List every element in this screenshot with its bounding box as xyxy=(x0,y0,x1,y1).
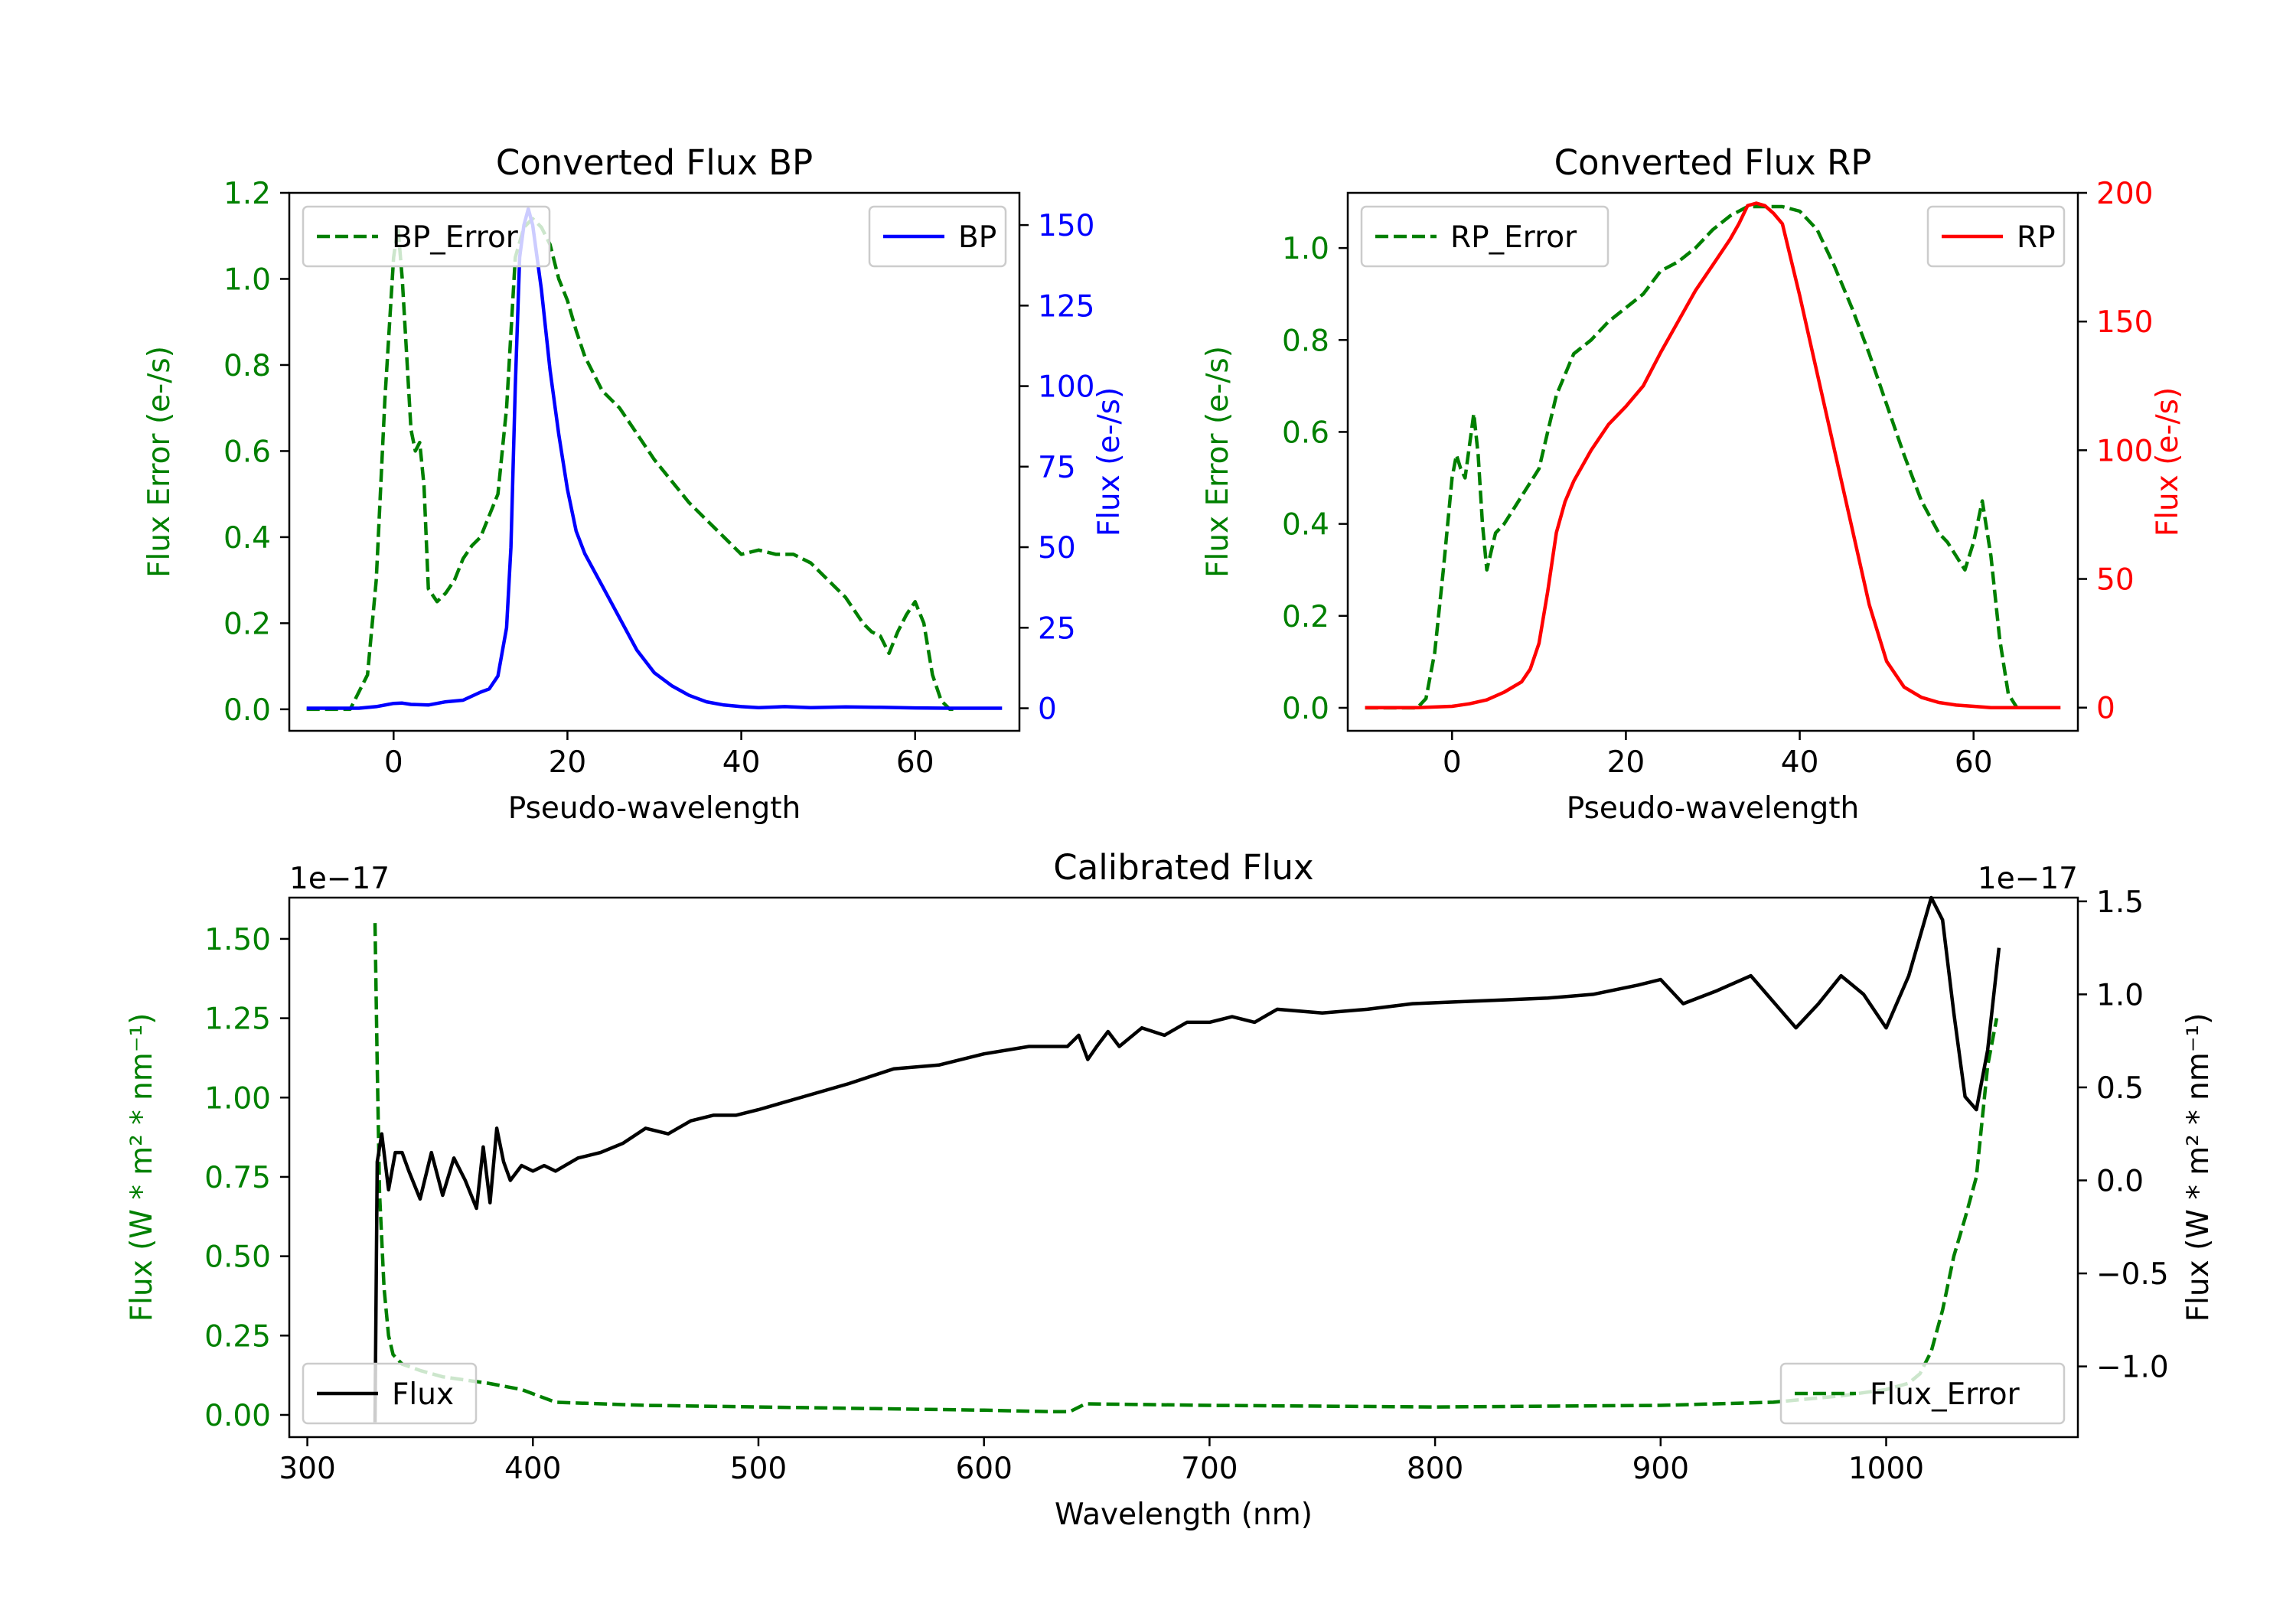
calibrated-x-tick-label: 300 xyxy=(279,1452,335,1486)
calibrated-left-y-tick-label: 1.25 xyxy=(204,1002,271,1037)
calibrated-axes-frame xyxy=(288,896,2079,1439)
bp-left-y-tick-label: 1.2 xyxy=(223,177,271,211)
rp-right-y-tick-label: 150 xyxy=(2096,305,2153,340)
calibrated-x-tick-label: 700 xyxy=(1181,1452,1238,1486)
calibrated-right-offset-label: 1e−17 xyxy=(1978,862,2078,896)
rp-legend-rp-error: RP_Error xyxy=(1360,205,1609,268)
bp-right-y-tick-label: 125 xyxy=(1038,289,1094,324)
calibrated-series-flux-error xyxy=(373,923,1999,1414)
bp-x-tick-label: 60 xyxy=(896,745,934,780)
bp-series-bp-error xyxy=(306,217,959,712)
calibrated-series-flux xyxy=(373,895,2001,1423)
bp-right-y-tick-label: 50 xyxy=(1038,531,1076,566)
calibrated-left-offset-label: 1e−17 xyxy=(289,862,390,896)
bp-left-y-tick-label: 1.0 xyxy=(223,262,271,297)
calibrated-x-tick-label: 400 xyxy=(504,1452,561,1486)
bp-axes-frame xyxy=(288,191,1021,732)
bp-series-bp xyxy=(306,207,1003,710)
rp-series-rp xyxy=(1365,201,2061,709)
rp-x-tick-label: 40 xyxy=(1781,745,1819,780)
bp-legend-bp-error: BP_Error xyxy=(302,205,551,268)
calibrated-left-y-tick-label: 1.50 xyxy=(204,923,271,957)
bp-left-y-tick-label: 0.2 xyxy=(223,607,271,641)
rp-legend-label: RP xyxy=(2017,220,2056,255)
bp-right-y-axis-label: Flux (e-/s) xyxy=(1092,387,1127,536)
rp-left-y-tick-label: 0.2 xyxy=(1282,600,1329,634)
rp-right-y-tick-label: 0 xyxy=(2096,692,2115,726)
calibrated-x-axis-label: Wavelength (nm) xyxy=(1055,1498,1313,1532)
calibrated-right-y-tick-label: 1.0 xyxy=(2096,978,2144,1012)
rp-left-y-axis-label: Flux Error (e-/s) xyxy=(1201,346,1235,578)
rp-chart-title: Converted Flux RP xyxy=(1554,142,1872,183)
calibrated-left-y-tick-label: 1.00 xyxy=(204,1081,271,1116)
rp-left-y-tick-label: 0.0 xyxy=(1282,692,1329,726)
rp-chart: Converted Flux RP 0 20 40 60 0.0 0.2 0.4 0.6 0.8… xyxy=(1201,142,2185,826)
calibrated-x-tick-label: 500 xyxy=(730,1452,787,1486)
bp-x-tick-label: 20 xyxy=(549,745,587,780)
calibrated-x-tick-label: 600 xyxy=(955,1452,1012,1486)
rp-legend-label: RP_Error xyxy=(1450,220,1577,255)
calibrated-left-y-tick-label: 0.00 xyxy=(204,1399,271,1433)
calibrated-right-y-tick-label: −0.5 xyxy=(2096,1257,2169,1292)
bp-x-tick-label: 0 xyxy=(384,745,403,780)
calibrated-flux-chart: Calibrated Flux 300 400 500 600 700 800 900 100… xyxy=(125,847,2216,1532)
bp-right-y-tick-label: 0 xyxy=(1038,693,1057,727)
rp-legend-rp: RP xyxy=(1926,205,2066,268)
bp-left-y-tick-label: 0.4 xyxy=(223,521,271,556)
calibrated-flux-chart-title: Calibrated Flux xyxy=(1053,847,1313,888)
bp-right-y-tick-label: 75 xyxy=(1038,451,1076,485)
bp-x-tick-label: 40 xyxy=(722,745,761,780)
bp-legend-bp: BP xyxy=(868,205,1007,268)
calibrated-left-y-tick-label: 0.75 xyxy=(204,1161,271,1195)
rp-x-tick-label: 0 xyxy=(1443,745,1462,780)
bp-left-y-tick-label: 0.8 xyxy=(223,349,271,383)
calibrated-right-y-tick-label: −1.0 xyxy=(2096,1351,2169,1385)
calibrated-x-tick-label: 1000 xyxy=(1848,1452,1924,1486)
rp-series-rp-error xyxy=(1365,204,2019,710)
rp-right-y-tick-label: 100 xyxy=(2096,434,2153,468)
calibrated-right-y-axis-label: Flux (W * m² * nm⁻¹) xyxy=(2181,1013,2216,1322)
bp-right-y-tick-label: 100 xyxy=(1038,370,1094,405)
rp-left-y-tick-label: 1.0 xyxy=(1282,232,1329,266)
rp-right-y-axis-label: Flux (e-/s) xyxy=(2151,387,2185,536)
bp-left-y-tick-label: 0.6 xyxy=(223,435,271,469)
calibrated-legend-flux-error: Flux_Error xyxy=(1779,1362,2066,1425)
calibrated-right-y-tick-label: 0.5 xyxy=(2096,1071,2144,1106)
bp-x-axis-label: Pseudo-wavelength xyxy=(508,791,801,826)
rp-left-y-tick-label: 0.8 xyxy=(1282,324,1329,358)
calibrated-x-tick-label: 800 xyxy=(1407,1452,1463,1486)
calibrated-left-y-axis-label: Flux (W * m² * nm⁻¹) xyxy=(125,1013,159,1322)
bp-right-y-tick-label: 150 xyxy=(1038,209,1094,243)
bp-legend-label: BP xyxy=(958,220,996,255)
rp-right-y-tick-label: 50 xyxy=(2096,563,2135,598)
rp-x-tick-label: 20 xyxy=(1607,745,1645,780)
rp-left-y-tick-label: 0.4 xyxy=(1282,508,1329,543)
calibrated-legend-flux: Flux xyxy=(302,1362,478,1425)
calibrated-x-tick-label: 900 xyxy=(1632,1452,1689,1486)
rp-left-y-tick-label: 0.6 xyxy=(1282,416,1329,450)
bp-chart-title: Converted Flux BP xyxy=(496,142,813,183)
rp-axes-frame xyxy=(1346,191,2079,732)
calibrated-legend-label: Flux_Error xyxy=(1870,1377,2020,1412)
rp-right-y-tick-label: 200 xyxy=(2096,177,2153,211)
calibrated-left-y-tick-label: 0.50 xyxy=(204,1240,271,1275)
calibrated-legend-label: Flux xyxy=(392,1377,454,1412)
calibrated-left-y-tick-label: 0.25 xyxy=(204,1319,271,1354)
rp-x-tick-label: 60 xyxy=(1955,745,1993,780)
calibrated-right-y-tick-label: 0.0 xyxy=(2096,1165,2144,1199)
rp-x-axis-label: Pseudo-wavelength xyxy=(1567,791,1859,826)
bp-left-y-axis-label: Flux Error (e-/s) xyxy=(142,346,177,578)
bp-left-y-tick-label: 0.0 xyxy=(223,693,271,728)
bp-right-y-tick-label: 25 xyxy=(1038,611,1076,646)
bp-legend-label: BP_Error xyxy=(392,220,519,255)
calibrated-right-y-tick-label: 1.5 xyxy=(2096,885,2144,920)
bp-chart: Converted Flux BP 0 20 40 60 0.0 0.2 0.4 0.6 0.8… xyxy=(142,142,1127,826)
